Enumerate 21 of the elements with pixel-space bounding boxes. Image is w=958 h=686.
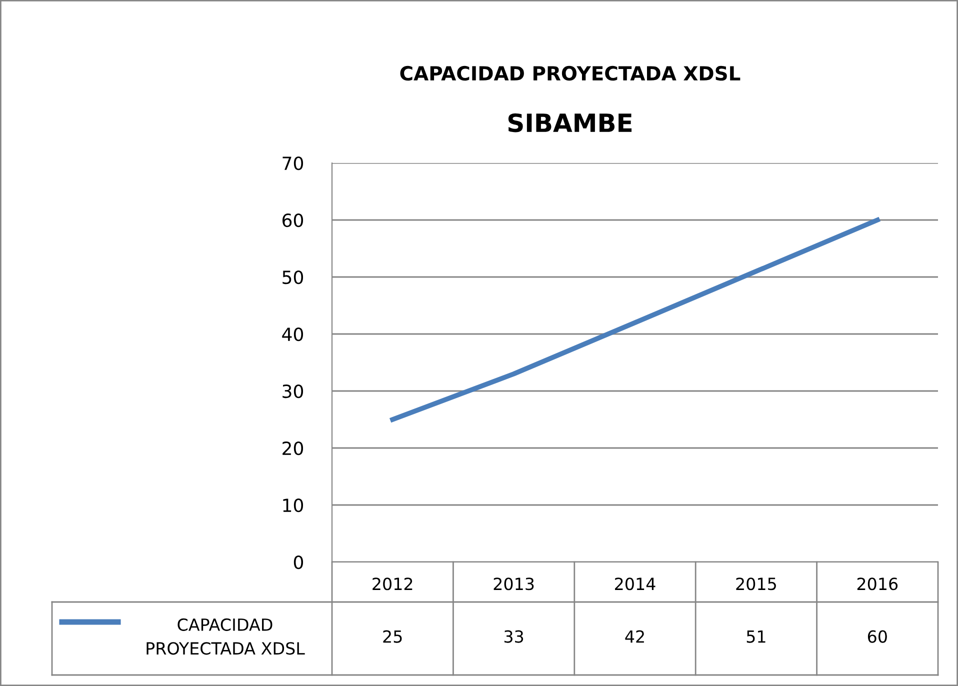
x-tick-label: 2015: [736, 578, 776, 590]
text: CAPACIDAD PROYECTADA XDSL: [146, 618, 305, 655]
y-tick-label: 10: [283, 498, 304, 512]
y-tick-label: 0: [294, 555, 304, 570]
data-label: 25: [383, 630, 402, 643]
chart-title: CAPACIDAD PROYECTADA XDSL: [400, 66, 740, 81]
data-label: 33: [504, 630, 524, 643]
chart-subtitle: SIBAMBE: [508, 113, 632, 132]
y-tick-label: 60: [282, 213, 304, 228]
y-tick-label: 30: [282, 384, 304, 398]
x-tick-label: 2014: [615, 578, 656, 590]
y-tick-label: 70: [282, 156, 304, 170]
data-label: 42: [625, 630, 644, 643]
x-tick-label: 2016: [857, 578, 898, 590]
x-tick-label: 2012: [372, 578, 412, 590]
data-label: 51: [746, 630, 766, 643]
y-tick-label: 20: [282, 441, 304, 456]
data-label: 60: [868, 630, 887, 643]
y-tick-label: 40: [282, 327, 304, 342]
x-tick-label: 2013: [494, 578, 534, 590]
y-tick-label: 50: [282, 270, 304, 284]
